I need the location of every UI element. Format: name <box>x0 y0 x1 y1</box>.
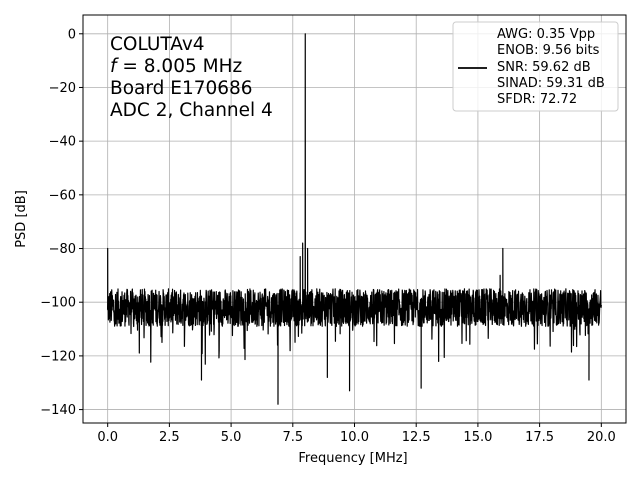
legend-awg: AWG: 0.35 Vpp <box>497 27 595 42</box>
y-tick-label: −120 <box>40 349 76 364</box>
y-tick-label: −100 <box>40 296 76 311</box>
x-axis-label: Frequency [MHz] <box>298 451 407 466</box>
x-tick-label: 12.5 <box>402 430 431 445</box>
x-tick-label: 15.0 <box>463 430 492 445</box>
y-tick-label: −140 <box>40 403 76 418</box>
x-tick-label: 10.0 <box>340 430 369 445</box>
annotation-frequency: f = 8.005 MHz <box>110 56 242 77</box>
y-tick-label: −80 <box>49 242 76 257</box>
y-axis-label: PSD [dB] <box>14 190 29 248</box>
x-tick-label: 7.5 <box>282 430 303 445</box>
annotation-frequency-value: = 8.005 MHz <box>117 56 243 77</box>
y-tick-label: 0 <box>68 27 76 42</box>
annotation-channel: ADC 2, Channel 4 <box>110 100 273 121</box>
annotation-frequency-var: f <box>110 56 119 77</box>
x-axis-ticks: 0.0 2.5 5.0 7.5 10.0 12.5 15.0 17.5 20.0 <box>97 423 616 445</box>
legend-snr: SNR: 59.62 dB <box>497 60 591 75</box>
x-tick-label: 2.5 <box>159 430 180 445</box>
y-tick-label: −20 <box>49 81 76 96</box>
psd-series-group <box>106 33 602 405</box>
info-annotation: COLUTAv4 f = 8.005 MHz Board E170686 ADC… <box>110 34 273 121</box>
legend-sfdr: SFDR: 72.72 <box>497 92 577 107</box>
y-tick-label: −60 <box>49 188 76 203</box>
x-tick-label: 0.0 <box>97 430 118 445</box>
x-tick-label: 17.5 <box>525 430 554 445</box>
y-axis-ticks: 0 −20 −40 −60 −80 −100 −120 −140 <box>40 27 83 418</box>
psd-series-line <box>106 33 602 405</box>
x-tick-label: 5.0 <box>221 430 242 445</box>
legend-box <box>452 21 619 112</box>
annotation-board: Board E170686 <box>110 78 253 99</box>
x-tick-label: 20.0 <box>587 430 616 445</box>
legend-enob: ENOB: 9.56 bits <box>497 43 600 58</box>
legend: AWG: 0.35 Vpp ENOB: 9.56 bits SNR: 59.62… <box>452 21 619 112</box>
annotation-chip-name: COLUTAv4 <box>110 34 205 55</box>
legend-sinad: SINAD: 59.31 dB <box>497 76 605 91</box>
y-tick-label: −40 <box>49 135 76 150</box>
